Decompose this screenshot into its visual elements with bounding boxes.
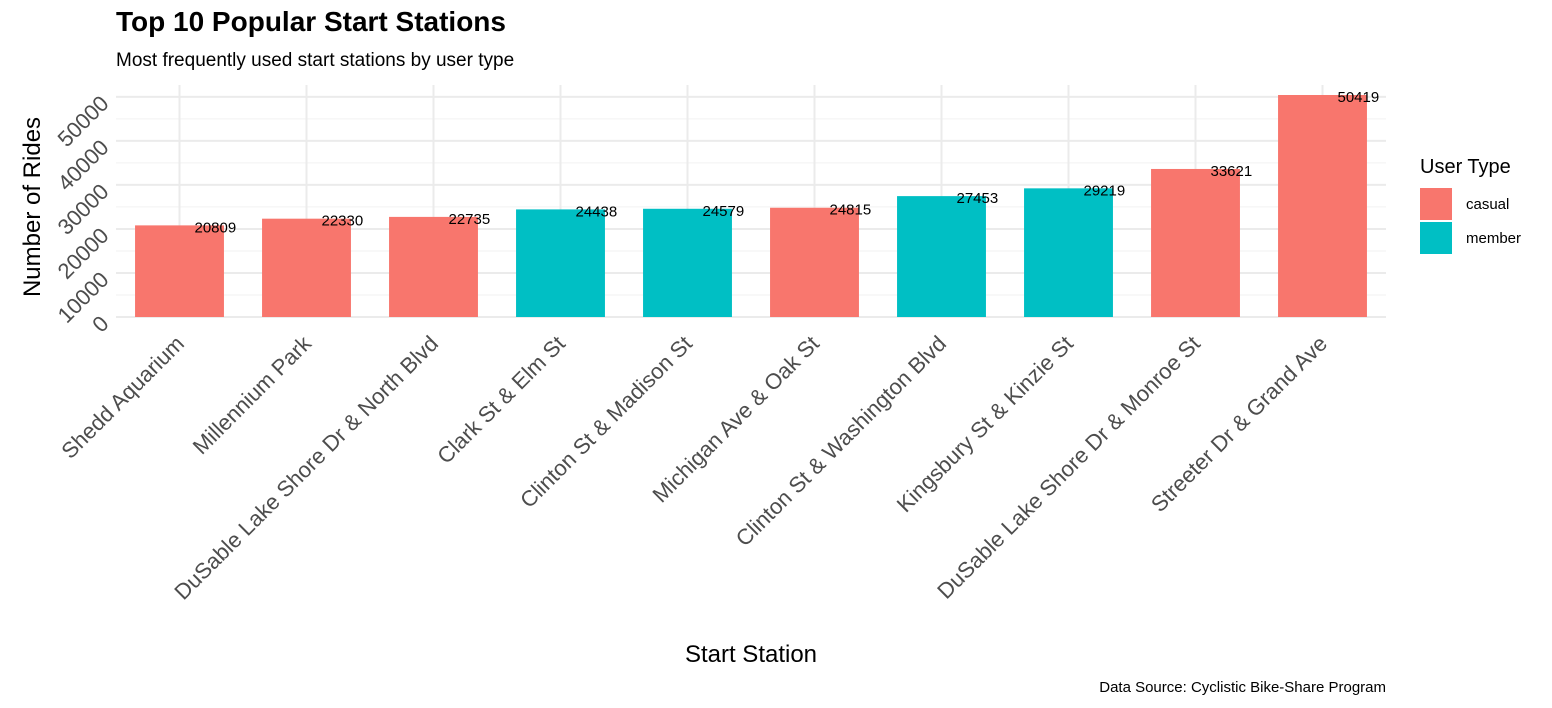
data-source-caption: Data Source: Cyclistic Bike-Share Progra…: [1099, 679, 1386, 696]
x-tick-label: DuSable Lake Shore Dr & Monroe St: [932, 331, 1205, 604]
data-label: 27453: [957, 190, 999, 207]
bar: [1024, 188, 1113, 317]
data-label: 24438: [576, 203, 618, 220]
legend-label-casual: casual: [1466, 195, 1510, 213]
chart-subtitle: Most frequently used start stations by u…: [116, 50, 515, 71]
bar: [135, 225, 224, 317]
data-label: 33621: [1211, 163, 1253, 180]
legend: User Type casual member: [1420, 156, 1521, 255]
legend-title: User Type: [1420, 156, 1511, 178]
bar: [1151, 168, 1240, 317]
data-label: 24579: [703, 203, 745, 220]
legend-item-member: member: [1420, 221, 1521, 255]
y-tick-label: 0: [87, 311, 113, 337]
bar: [262, 218, 351, 317]
bar: [643, 208, 732, 317]
y-axis-label: Number of Rides: [19, 117, 46, 297]
data-label: 20809: [195, 219, 237, 236]
x-tick-label: Clinton St & Washington Blvd: [731, 331, 951, 551]
data-labels: 20809 22330 22735 24438 24579 24815 27453 29219…: [195, 89, 1380, 236]
bar: [770, 207, 859, 317]
data-label: 29219: [1084, 182, 1126, 199]
bar: [1278, 95, 1367, 317]
data-label: 50419: [1338, 89, 1380, 106]
bar: [897, 196, 986, 317]
bar: [516, 209, 605, 317]
chart-title: Top 10 Popular Start Stations: [116, 6, 506, 37]
x-tick-label: DuSable Lake Shore Dr & North Blvd: [169, 331, 443, 605]
legend-label-member: member: [1466, 229, 1522, 247]
data-label: 22735: [449, 211, 491, 228]
x-tick-label: Clark St & Elm St: [432, 331, 570, 469]
x-tick-label: Shedd Aquarium: [56, 331, 189, 464]
y-tick-label: 50000: [53, 91, 114, 152]
x-axis-label: Start Station: [685, 641, 817, 668]
data-label: 22330: [322, 213, 364, 230]
legend-key-casual: [1420, 188, 1452, 220]
legend-key-member: [1420, 222, 1452, 254]
bar: [389, 216, 478, 317]
legend-item-casual: casual: [1420, 187, 1521, 221]
bars: [135, 95, 1367, 317]
x-tick-label: Millennium Park: [188, 330, 317, 459]
data-label: 24815: [830, 202, 872, 219]
